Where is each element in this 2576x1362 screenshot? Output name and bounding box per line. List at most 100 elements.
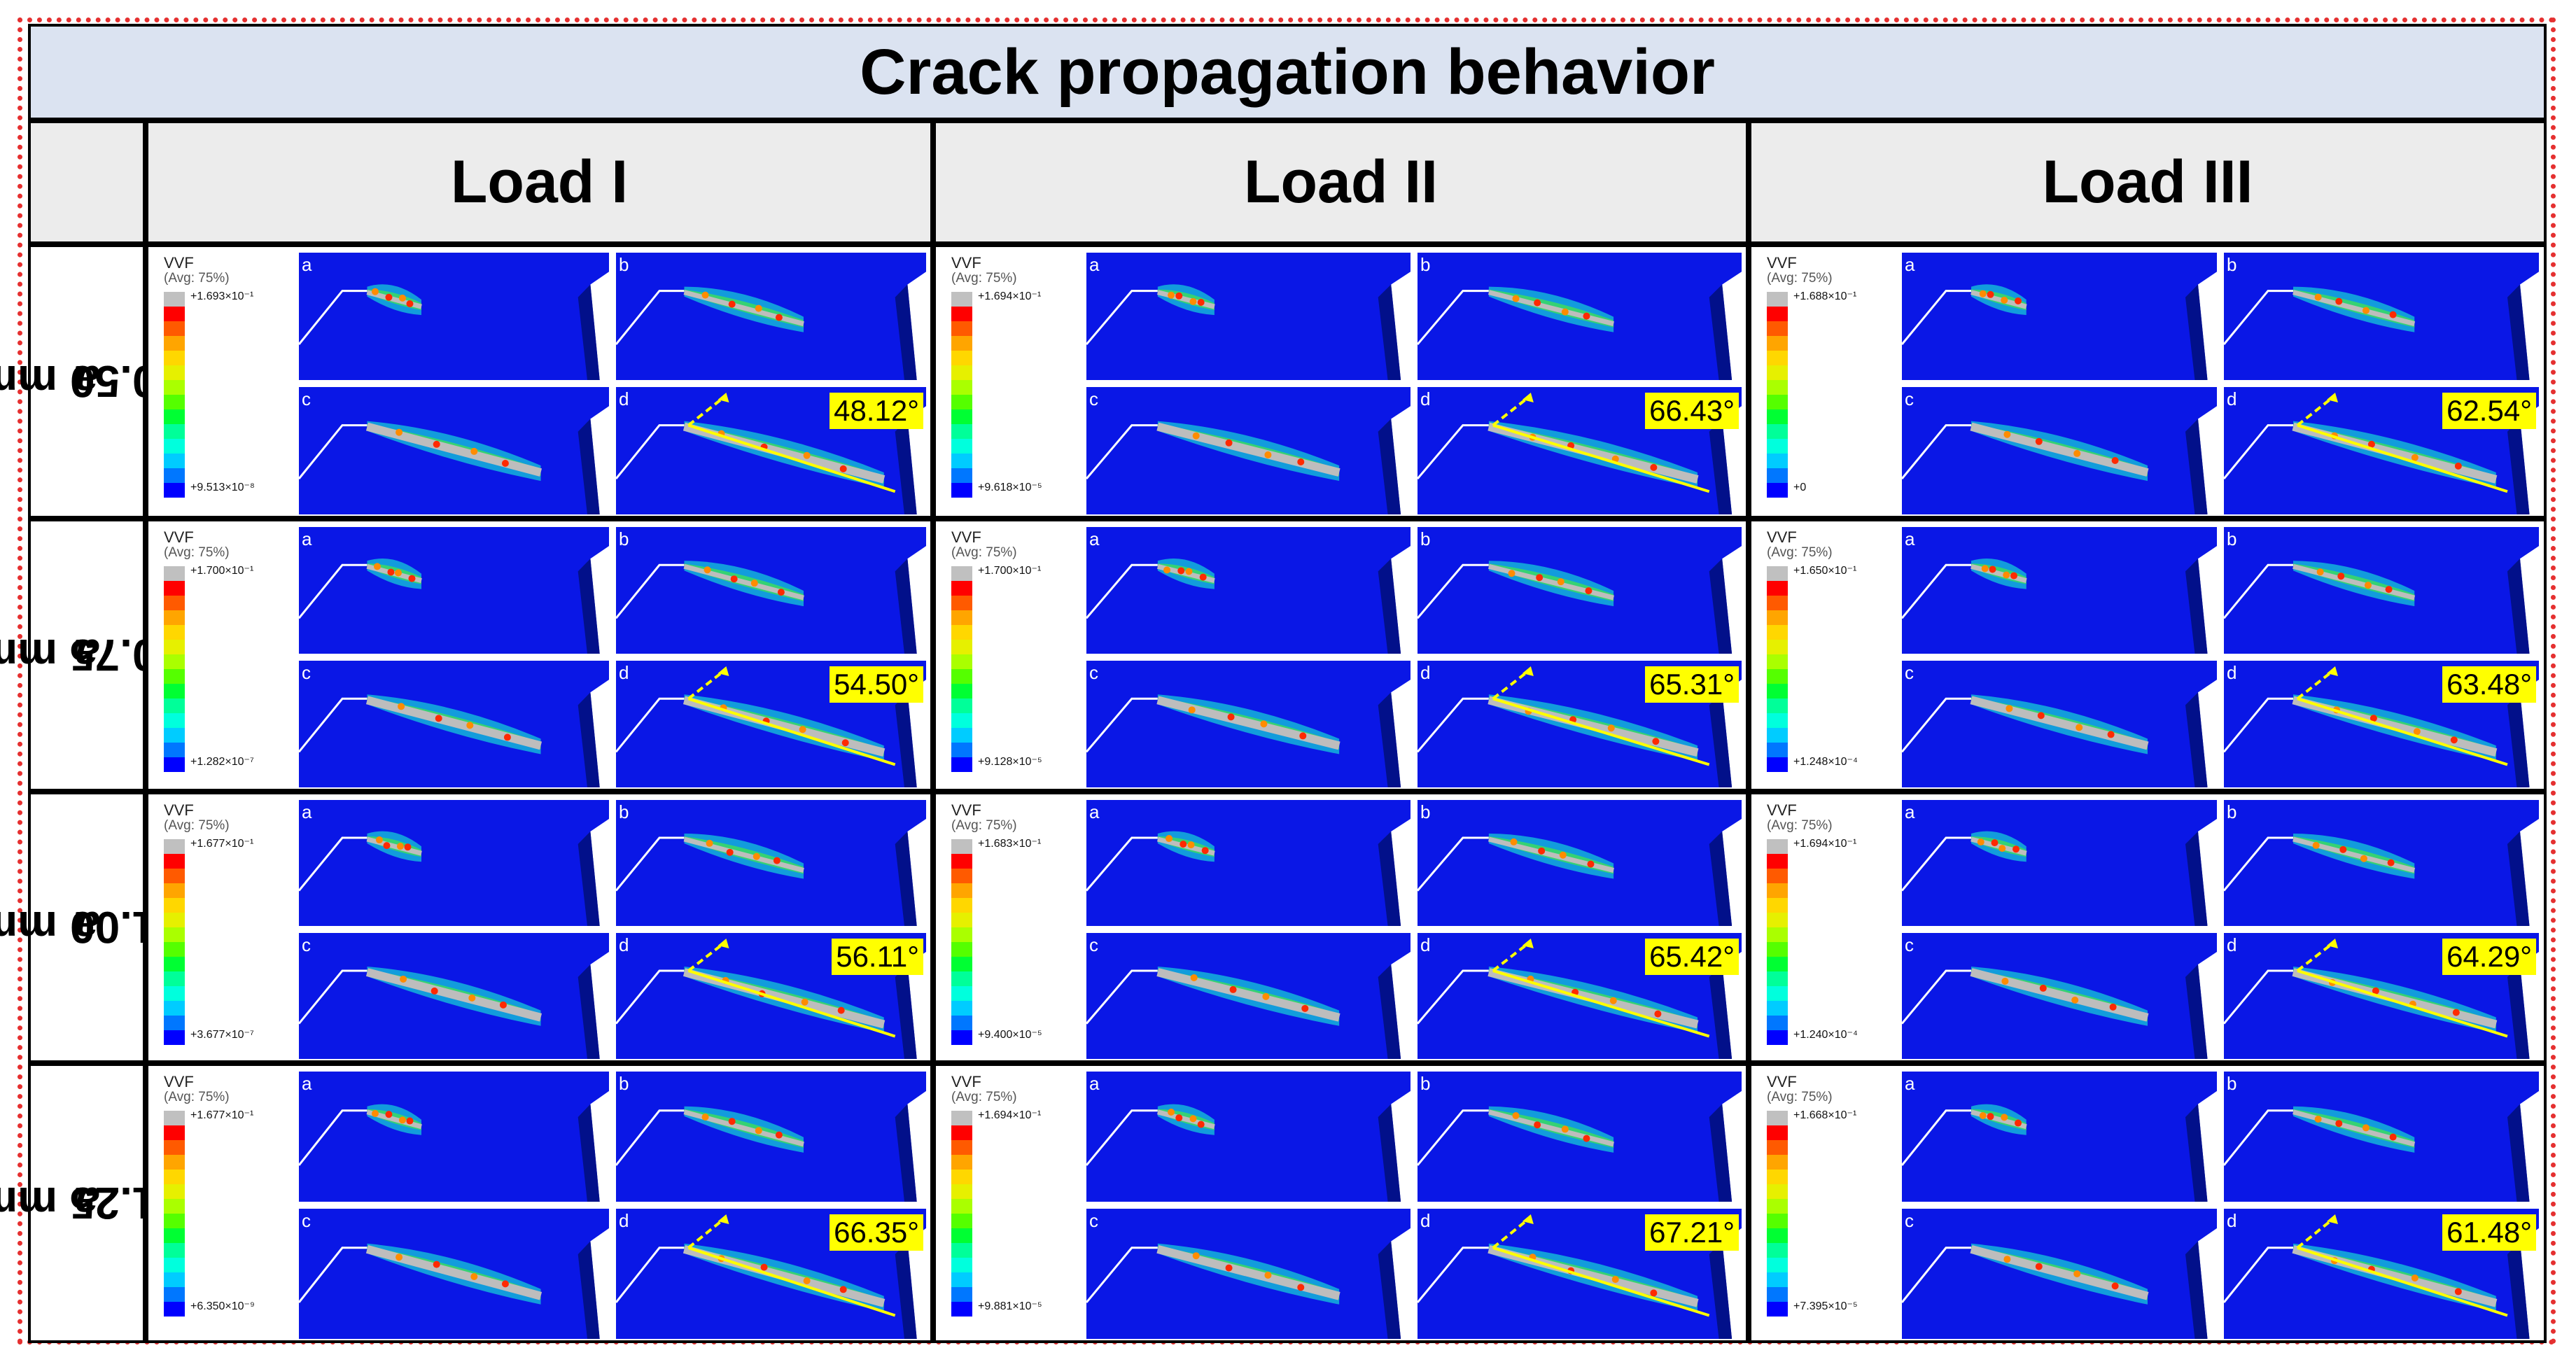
crack-band bbox=[1970, 422, 2149, 477]
damage-spot bbox=[1512, 295, 1520, 302]
legend-max-value: +1.683×10⁻¹ bbox=[978, 838, 1042, 850]
legend-swatch bbox=[1767, 321, 1788, 336]
notch-outline bbox=[299, 969, 368, 1025]
panel-label: b bbox=[2227, 254, 2237, 275]
legend-swatch bbox=[164, 1258, 185, 1272]
specimen-edge-shadow bbox=[2185, 964, 2208, 1059]
notch-outline bbox=[1418, 1247, 1489, 1303]
panel-label: a bbox=[302, 1073, 312, 1094]
legend-swatch bbox=[951, 1016, 972, 1030]
legend-max-value: +1.668×10⁻¹ bbox=[1793, 1109, 1857, 1121]
cell-r2-c2: VVF (Avg: 75%) +1.700×10⁻¹ +9.128×10⁻⁵ a b c d 6… bbox=[933, 519, 1749, 792]
simulation-panel-d: d 62.54° bbox=[2224, 387, 2539, 514]
legend-subtitle: (Avg: 75%) bbox=[1767, 271, 1833, 286]
notch-outline bbox=[2224, 1109, 2293, 1166]
legend-swatch bbox=[951, 1302, 972, 1317]
panel-label: a bbox=[1089, 254, 1100, 275]
specimen-edge-shadow bbox=[1378, 831, 1401, 926]
damage-spot bbox=[755, 1127, 762, 1135]
damage-spot bbox=[803, 1277, 811, 1285]
damage-spot bbox=[1264, 451, 1272, 458]
legend-swatch bbox=[1767, 610, 1788, 625]
damage-spot bbox=[1192, 1252, 1200, 1260]
legend-swatch bbox=[951, 957, 972, 971]
legend-swatch bbox=[164, 307, 185, 321]
legend-swatch bbox=[1767, 454, 1788, 468]
simulation-panel-c: c bbox=[1086, 387, 1410, 514]
legend-swatch bbox=[951, 292, 972, 307]
damage-spot bbox=[433, 440, 440, 448]
legend-subtitle: (Avg: 75%) bbox=[1767, 1090, 1833, 1104]
simulation-panel-b: b bbox=[1418, 253, 1742, 380]
specimen-edge bbox=[590, 1090, 609, 1202]
legend-swatch bbox=[1767, 1272, 1788, 1287]
panel-label: d bbox=[619, 662, 629, 683]
panel-label: d bbox=[2227, 662, 2237, 683]
damage-spot bbox=[1163, 566, 1171, 574]
legend-min-value: +9.618×10⁻⁵ bbox=[978, 482, 1042, 493]
legend-swatch bbox=[951, 654, 972, 669]
panel-label: b bbox=[2227, 528, 2237, 549]
simulation-panel-a: a bbox=[1086, 800, 1410, 926]
notch-outline bbox=[1418, 424, 1489, 480]
damage-spot bbox=[1998, 845, 2006, 852]
legend-swatch bbox=[951, 684, 972, 698]
legend-swatch bbox=[1767, 596, 1788, 610]
damage-spot bbox=[701, 291, 709, 299]
specimen-edge-shadow bbox=[578, 559, 600, 654]
legend-colorbar bbox=[164, 566, 185, 772]
panel-label: b bbox=[619, 1073, 629, 1094]
legend-values: +1.700×10⁻¹ +9.128×10⁻⁵ bbox=[978, 563, 1042, 769]
damage-spot bbox=[406, 300, 414, 307]
crack-band bbox=[365, 968, 542, 1022]
damage-spot bbox=[1587, 860, 1595, 868]
legend-swatch bbox=[164, 581, 185, 596]
damage-spot bbox=[1299, 732, 1307, 740]
legend-swatch bbox=[1767, 566, 1788, 581]
damage-spot bbox=[1979, 1111, 1987, 1119]
crack-path-line bbox=[2297, 1246, 2508, 1317]
cell-r3-c2: VVF (Avg: 75%) +1.683×10⁻¹ +9.400×10⁻⁵ a b c d 6… bbox=[933, 792, 1749, 1063]
damage-spot bbox=[1611, 455, 1619, 463]
damage-spot bbox=[2010, 572, 2017, 580]
legend-swatch bbox=[164, 839, 185, 854]
simulation-panel-b: b bbox=[2224, 1072, 2539, 1202]
specimen-edge bbox=[590, 406, 609, 514]
legend-subtitle: (Avg: 75%) bbox=[951, 1090, 1017, 1104]
arrow-head bbox=[2327, 939, 2338, 948]
legend-max-value: +1.677×10⁻¹ bbox=[190, 1109, 254, 1121]
damage-spot bbox=[1175, 1114, 1183, 1122]
crack-band bbox=[1488, 290, 1614, 327]
legend-swatch bbox=[164, 1001, 185, 1016]
panel-label: d bbox=[619, 1210, 629, 1231]
simulation-panel-c: c bbox=[1902, 661, 2217, 787]
legend-min-value: +1.248×10⁻⁴ bbox=[1793, 756, 1858, 768]
damage-spot bbox=[839, 1286, 847, 1293]
legend-swatch bbox=[1767, 728, 1788, 743]
crack-field-plot bbox=[2224, 1214, 2539, 1339]
cell-r3-c3: VVF (Avg: 75%) +1.694×10⁻¹ +1.240×10⁻⁴ a b c d 6… bbox=[1749, 792, 2547, 1063]
damage-spot bbox=[1652, 738, 1660, 745]
legend-value-spacer bbox=[190, 851, 254, 1027]
notch-outline bbox=[2224, 563, 2293, 619]
cell-r4-c2: VVF (Avg: 75%) +1.694×10⁻¹ +9.881×10⁻⁵ a b c d 6… bbox=[933, 1063, 1749, 1343]
legend-value-spacer bbox=[978, 304, 1042, 480]
notch-outline bbox=[616, 969, 685, 1025]
notch-outline bbox=[2224, 290, 2293, 345]
notch-outline bbox=[1418, 290, 1489, 346]
legend-values: +1.668×10⁻¹ +7.395×10⁻⁵ bbox=[1793, 1108, 1858, 1314]
simulation-panel-c: c bbox=[1902, 387, 2217, 514]
damage-spot bbox=[2005, 705, 2013, 712]
crack-field-plot bbox=[1418, 1214, 1742, 1339]
vvf-legend: VVF (Avg: 75%) +1.694×10⁻¹ +1.240×10⁻⁴ bbox=[1758, 801, 1891, 1053]
damage-spot bbox=[1175, 292, 1183, 300]
specimen-edge-shadow bbox=[578, 831, 600, 926]
crack-field-plot bbox=[616, 666, 926, 787]
crack-path-line bbox=[1492, 423, 1710, 493]
specimen-edge bbox=[590, 272, 609, 380]
legend-swatch bbox=[1767, 971, 1788, 986]
legend-swatch bbox=[164, 1140, 185, 1155]
specimen-edge-shadow bbox=[2507, 964, 2530, 1059]
legend-values: +1.694×10⁻¹ +1.240×10⁻⁴ bbox=[1793, 836, 1858, 1042]
legend-swatch bbox=[164, 1287, 185, 1302]
